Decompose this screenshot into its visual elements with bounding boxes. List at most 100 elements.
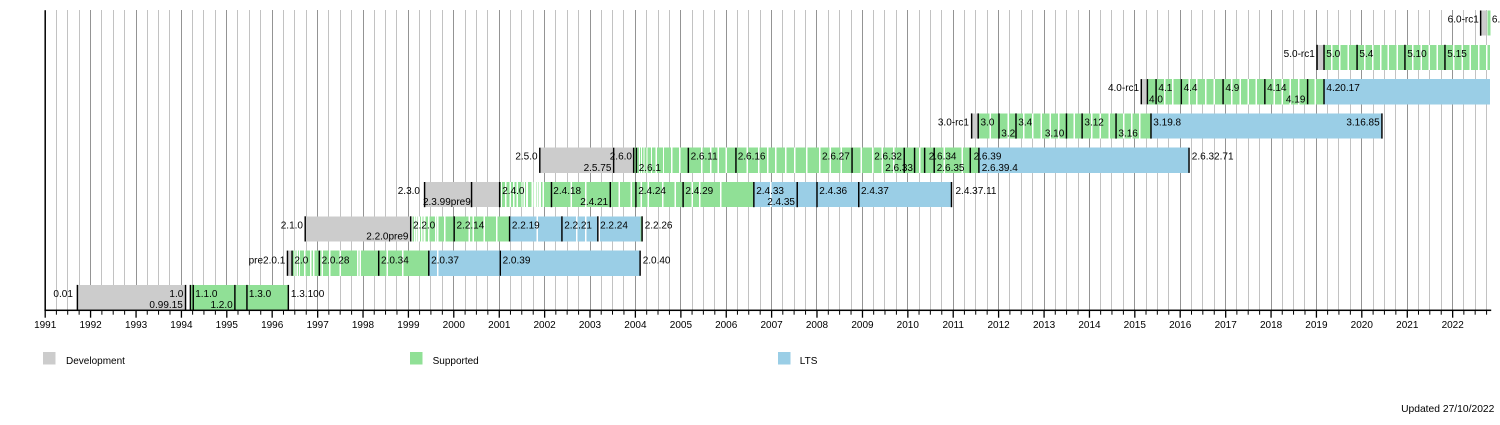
svg-text:6.0: 6.0: [1492, 15, 1500, 26]
svg-text:2003: 2003: [579, 320, 602, 331]
svg-text:2018: 2018: [1260, 320, 1283, 331]
svg-text:2.6.0: 2.6.0: [610, 152, 633, 163]
svg-text:2.2.19: 2.2.19: [512, 220, 540, 231]
svg-text:2.4.29: 2.4.29: [685, 186, 713, 197]
svg-text:1995: 1995: [216, 320, 239, 331]
svg-text:2.2.0: 2.2.0: [413, 220, 436, 231]
svg-text:2.6.11: 2.6.11: [691, 152, 718, 163]
svg-text:2015: 2015: [1124, 320, 1147, 331]
svg-text:2.0.37: 2.0.37: [431, 255, 459, 266]
svg-text:2001: 2001: [488, 320, 511, 331]
svg-text:2.4.35: 2.4.35: [767, 197, 795, 208]
svg-text:3.16.85: 3.16.85: [1346, 117, 1380, 128]
svg-text:4.0: 4.0: [1149, 94, 1163, 105]
svg-text:3.10: 3.10: [1045, 129, 1065, 140]
svg-text:2.4.37: 2.4.37: [861, 186, 889, 197]
svg-text:4.9: 4.9: [1225, 83, 1239, 94]
svg-text:1.1.0: 1.1.0: [195, 289, 218, 300]
svg-text:2.6.32.71: 2.6.32.71: [1192, 152, 1234, 163]
svg-text:2016: 2016: [1169, 320, 1192, 331]
svg-text:2.2.24: 2.2.24: [600, 220, 628, 231]
svg-text:4.0-rc1: 4.0-rc1: [1108, 83, 1140, 94]
svg-text:5.10: 5.10: [1407, 49, 1427, 60]
svg-text:3.12: 3.12: [1084, 117, 1104, 128]
svg-text:2013: 2013: [1033, 320, 1056, 331]
svg-text:4.4: 4.4: [1184, 83, 1198, 94]
svg-text:1996: 1996: [261, 320, 284, 331]
svg-text:2000: 2000: [443, 320, 466, 331]
svg-text:2.4.33: 2.4.33: [756, 186, 784, 197]
svg-text:2.4.18: 2.4.18: [553, 186, 581, 197]
svg-text:2005: 2005: [670, 320, 693, 331]
svg-text:2014: 2014: [1078, 320, 1101, 331]
svg-text:2.4.37.11: 2.4.37.11: [956, 186, 997, 197]
svg-text:2.3.0: 2.3.0: [398, 186, 421, 197]
svg-text:2006: 2006: [715, 320, 738, 331]
svg-text:Updated 27/10/2022: Updated 27/10/2022: [1401, 404, 1495, 415]
svg-text:2.6.34: 2.6.34: [929, 152, 957, 163]
svg-text:2021: 2021: [1396, 320, 1419, 331]
svg-text:2.0.28: 2.0.28: [322, 255, 350, 266]
svg-text:5.15: 5.15: [1447, 49, 1467, 60]
svg-text:1993: 1993: [125, 320, 148, 331]
svg-text:2010: 2010: [897, 320, 920, 331]
svg-text:2.0.40: 2.0.40: [643, 255, 671, 266]
svg-text:1994: 1994: [170, 320, 193, 331]
svg-text:2.2.0pre9: 2.2.0pre9: [366, 232, 409, 243]
svg-text:0.99.15: 0.99.15: [149, 300, 183, 311]
svg-text:2019: 2019: [1305, 320, 1328, 331]
svg-text:2.6.39.4: 2.6.39.4: [982, 163, 1019, 174]
svg-text:1.3.100: 1.3.100: [291, 289, 325, 300]
svg-text:2.2.21: 2.2.21: [564, 220, 592, 231]
svg-text:2.2.26: 2.2.26: [645, 220, 673, 231]
svg-text:3.0: 3.0: [981, 117, 995, 128]
svg-text:2.6.27: 2.6.27: [822, 152, 850, 163]
svg-text:1.2.0: 1.2.0: [210, 300, 233, 311]
svg-text:0.01: 0.01: [53, 289, 73, 300]
svg-text:2.0.34: 2.0.34: [381, 255, 409, 266]
svg-text:1999: 1999: [397, 320, 420, 331]
svg-text:4.1: 4.1: [1158, 83, 1172, 94]
svg-text:2.0.39: 2.0.39: [503, 255, 531, 266]
svg-text:2.6.39: 2.6.39: [974, 152, 1002, 163]
svg-text:Development: Development: [66, 356, 125, 367]
svg-text:2004: 2004: [624, 320, 647, 331]
svg-text:2.6.1: 2.6.1: [639, 163, 662, 174]
svg-text:3.4: 3.4: [1018, 117, 1032, 128]
svg-text:5.4: 5.4: [1359, 49, 1373, 60]
svg-text:2.6.35: 2.6.35: [937, 163, 965, 174]
svg-text:2.2.14: 2.2.14: [457, 220, 485, 231]
svg-text:2.6.33: 2.6.33: [885, 163, 913, 174]
svg-text:2.4.24: 2.4.24: [638, 186, 666, 197]
svg-text:2.0: 2.0: [294, 255, 308, 266]
svg-text:2.4.36: 2.4.36: [819, 186, 847, 197]
svg-text:2.5.0: 2.5.0: [515, 152, 538, 163]
svg-text:2020: 2020: [1351, 320, 1374, 331]
svg-text:1992: 1992: [79, 320, 102, 331]
svg-text:2.6.16: 2.6.16: [738, 152, 766, 163]
svg-text:2007: 2007: [760, 320, 783, 331]
svg-text:2009: 2009: [851, 320, 874, 331]
svg-text:1997: 1997: [307, 320, 330, 331]
svg-text:2012: 2012: [987, 320, 1010, 331]
svg-text:2.4.0: 2.4.0: [502, 186, 525, 197]
svg-text:1991: 1991: [34, 320, 57, 331]
svg-text:2.1.0: 2.1.0: [281, 220, 304, 231]
svg-text:4.14: 4.14: [1267, 83, 1287, 94]
svg-text:4.20.17: 4.20.17: [1326, 83, 1360, 94]
svg-text:3.0-rc1: 3.0-rc1: [938, 117, 970, 128]
svg-text:2.3.99pre9: 2.3.99pre9: [423, 197, 471, 208]
svg-text:5.0-rc1: 5.0-rc1: [1284, 49, 1316, 60]
svg-text:pre2.0.1: pre2.0.1: [249, 255, 286, 266]
svg-text:3.19.8: 3.19.8: [1153, 117, 1181, 128]
svg-text:2017: 2017: [1215, 320, 1238, 331]
svg-text:1.0: 1.0: [169, 289, 183, 300]
svg-text:4.19: 4.19: [1286, 94, 1306, 105]
svg-text:2002: 2002: [533, 320, 556, 331]
svg-text:2.4.21: 2.4.21: [580, 197, 608, 208]
svg-text:6.0-rc1: 6.0-rc1: [1448, 15, 1480, 26]
svg-text:2008: 2008: [806, 320, 829, 331]
svg-text:5.0: 5.0: [1326, 49, 1340, 60]
svg-text:Supported: Supported: [433, 356, 479, 367]
svg-text:1998: 1998: [352, 320, 375, 331]
